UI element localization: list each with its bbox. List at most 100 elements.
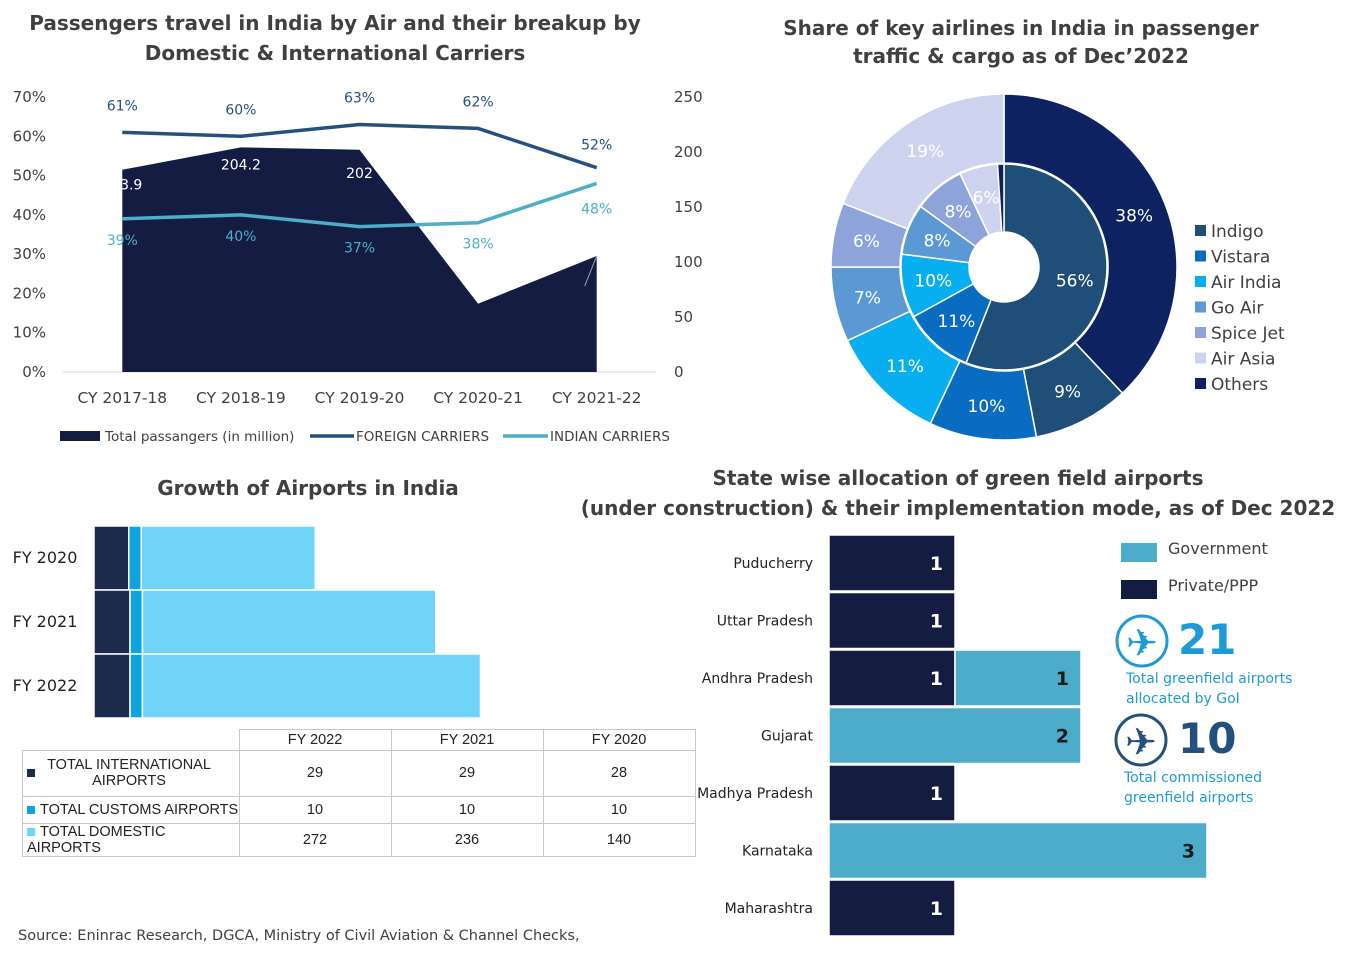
bar-value-label: 1 <box>1056 668 1069 690</box>
outer-slice-label: 7% <box>854 289 881 309</box>
inner-slice-label: 56% <box>1056 271 1094 291</box>
line-series-foreign-carriers <box>122 122 598 170</box>
table-cell: 28 <box>542 749 696 797</box>
area-data-label: 183.9 <box>102 178 142 194</box>
table-cell: 29 <box>238 749 392 797</box>
bar-segment-private <box>828 649 956 707</box>
stat-total-commissioned-label-line1: Total commissioned <box>1123 770 1262 786</box>
legend-label-go-air: Go Air <box>1211 299 1263 319</box>
bar-segment-international <box>93 653 131 719</box>
x-tick-label: CY 2018-19 <box>196 389 286 407</box>
airplane-icon: ✈ <box>1114 713 1168 767</box>
y-right-tick-label: 0 <box>674 363 684 381</box>
airlines-donut-chart: 38%9%10%11%7%6%19%56%11%10%8%8%6%1%Indig… <box>830 93 1285 441</box>
inner-slice-others <box>996 163 1005 233</box>
area-series-total-passengers <box>122 147 597 372</box>
line-data-label: 62% <box>463 94 494 110</box>
state-label: Andhra Pradesh <box>702 671 813 687</box>
bar-segment-customs <box>128 525 142 591</box>
table-row-label: TOTAL DOMESTIC AIRPORTS <box>22 822 240 857</box>
line-data-label: 37% <box>344 241 375 257</box>
y-left-tick-label: 70% <box>13 88 46 106</box>
line-data-label: 61% <box>107 98 138 114</box>
y-left-tick-label: 50% <box>13 167 46 185</box>
x-tick-label: CY 2020-21 <box>433 389 523 407</box>
stat-total-allocated-label-line2: allocated by GoI <box>1126 691 1240 707</box>
bar-segment-private <box>828 534 956 592</box>
state-label: Karnataka <box>742 844 813 860</box>
y-left-tick-label: 10% <box>13 324 46 342</box>
table-row: TOTAL DOMESTIC AIRPORTS 272 236 140 <box>22 822 696 857</box>
bar-segment-government <box>954 649 1082 707</box>
table-row-label-text: TOTAL DOMESTIC AIRPORTS <box>27 823 166 856</box>
line-data-label: 63% <box>344 91 375 107</box>
legend-label-air-asia: Air Asia <box>1211 350 1275 370</box>
y-right-tick-label: 50 <box>674 308 693 326</box>
airports-chart-title: Growth of Airports in India <box>157 476 459 500</box>
legend-swatch-private <box>1121 580 1157 599</box>
outer-slice-label: 19% <box>906 142 944 162</box>
table-header-cell: FY 2021 <box>390 729 544 751</box>
y-right-tick-label: 100 <box>674 253 703 271</box>
bar-value-label: 1 <box>930 898 943 920</box>
outer-slice-label: 6% <box>853 232 880 252</box>
source-note: Source: Eninrac Research, DGCA, Ministry… <box>18 928 580 944</box>
legend-label-total-passengers: Total passangers (in million) <box>104 429 294 445</box>
airlines-chart-title-line1: Share of key airlines in India in passen… <box>783 16 1259 40</box>
line-data-label: 52% <box>581 138 612 154</box>
legend-label-private: Private/PPP <box>1168 576 1258 595</box>
outer-slice-indigo <box>1003 93 1178 395</box>
x-tick-label: CY 2017-18 <box>77 389 167 407</box>
table-header-cell: FY 2022 <box>238 729 392 751</box>
bar-segment-domestic <box>141 589 437 655</box>
line-data-label: 60% <box>225 102 256 118</box>
inner-slice-label: 8% <box>924 231 951 251</box>
airports-data-table: FY 2022 FY 2021 FY 2020 TOTAL INTERNATIO… <box>22 729 696 857</box>
table-cell: 236 <box>390 822 544 857</box>
outer-slice-label: 10% <box>968 397 1006 417</box>
legend-swatch-international <box>27 769 35 777</box>
greenfield-chart-title-line1: State wise allocation of green field air… <box>712 466 1203 490</box>
state-label: Maharashtra <box>725 901 813 917</box>
area-data-label: 105.4 <box>547 234 587 250</box>
y-left-tick-label: 60% <box>13 127 46 145</box>
bar-value-label: 1 <box>930 611 943 633</box>
legend-label-indigo: Indigo <box>1211 222 1264 242</box>
legend-label-foreign: FOREIGN CARRIERS <box>356 429 489 445</box>
legend-swatch-air-asia <box>1195 352 1206 364</box>
inner-slice-label: 8% <box>945 203 972 223</box>
line-data-label: 48% <box>581 201 612 217</box>
area-data-label: 202 <box>346 166 373 182</box>
outer-slice-label: 38% <box>1115 206 1153 226</box>
legend-swatch-go-air <box>1195 301 1206 313</box>
y-tick-label: FY 2022 <box>13 676 78 695</box>
table-row-label: TOTAL INTERNATIONAL AIRPORTS <box>22 749 240 797</box>
airports-bar-chart: FY 2020 FY 2021 FY 2022 <box>13 525 482 719</box>
inner-slice-indigo <box>965 163 1108 371</box>
legend-label-air-india: Air India <box>1211 273 1281 293</box>
bar-value-label: 1 <box>930 668 943 690</box>
stat-total-allocated-label-line1: Total greenfield airports <box>1125 671 1292 687</box>
inner-slice-label: 1% <box>990 253 1017 273</box>
legend-label-government: Government <box>1168 539 1268 558</box>
inner-slice-label: 6% <box>973 188 1000 208</box>
legend-label-indian: INDIAN CARRIERS <box>550 429 670 445</box>
bar-value-label: 1 <box>930 553 943 575</box>
airplane-icon: ✈ <box>1115 614 1169 668</box>
bar-segment-domestic <box>141 653 482 719</box>
bar-value-label: 3 <box>1182 841 1195 863</box>
line-data-label: 39% <box>107 233 138 249</box>
bar-value-label: 2 <box>1056 726 1069 748</box>
table-cell: 140 <box>542 822 696 857</box>
legend-label-others: Others <box>1211 375 1268 395</box>
table-row-label: TOTAL CUSTOMS AIRPORTS <box>22 795 240 824</box>
table-header-row: FY 2022 FY 2021 FY 2020 <box>23 729 696 751</box>
table-cell: 10 <box>390 795 544 824</box>
legend-swatch-total-passengers <box>60 431 100 441</box>
passengers-chart-title-line2: Domestic & International Carriers <box>145 41 526 65</box>
label-leader-line <box>584 255 598 287</box>
x-tick-label: CY 2019-20 <box>315 389 405 407</box>
table-header-cell: FY 2020 <box>542 729 696 751</box>
area-data-label: 62.1 <box>463 249 494 265</box>
